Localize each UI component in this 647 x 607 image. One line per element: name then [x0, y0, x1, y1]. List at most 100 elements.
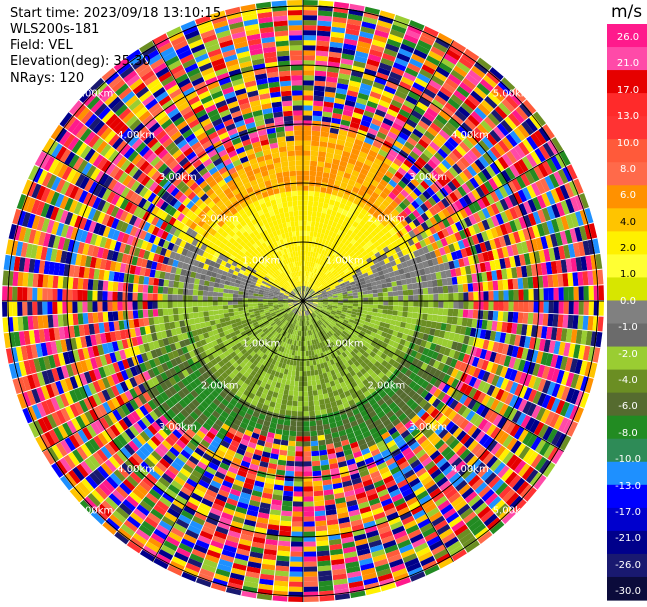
radar-gate: [231, 567, 246, 576]
radar-gate: [148, 277, 155, 286]
radar-gate: [227, 530, 241, 539]
radar-gate: [373, 301, 379, 305]
radar-gate: [344, 390, 351, 398]
radar-gate: [262, 388, 269, 395]
radar-gate: [250, 458, 261, 466]
radar-gate: [282, 342, 287, 348]
radar-gate: [489, 330, 497, 342]
radar-gate: [468, 365, 477, 376]
radar-gate: [202, 296, 208, 301]
radar-gate: [401, 447, 413, 457]
radar-gate: [320, 309, 326, 313]
radar-gate: [303, 406, 309, 412]
radar-gate: [400, 548, 416, 559]
radar-gate: [153, 504, 167, 516]
radar-gate: [263, 366, 269, 373]
radar-gate: [164, 511, 178, 523]
radar-gate: [548, 340, 556, 354]
radar-gate: [303, 496, 314, 502]
radar-gate: [562, 419, 574, 435]
radar-gate: [296, 320, 299, 326]
radar-gate: [298, 335, 302, 342]
radar-gate: [355, 543, 370, 552]
radar-gate: [272, 494, 283, 501]
radar-gate: [481, 319, 488, 330]
radar-gate: [309, 330, 313, 336]
radar-gate: [308, 308, 313, 314]
radar-gate: [350, 420, 359, 428]
radar-gate: [274, 433, 282, 440]
radar-gate: [278, 351, 284, 358]
radar-gate: [92, 279, 99, 291]
radar-gate: [218, 558, 233, 568]
radar-gate: [297, 330, 300, 336]
radar-gate: [283, 485, 294, 492]
radar-gate: [296, 335, 300, 341]
radar-gate: [218, 444, 228, 453]
radar-gate: [294, 380, 299, 387]
radar-gate: [427, 418, 438, 429]
radar-gate: [310, 319, 314, 325]
radar-gate: [514, 383, 524, 397]
radar-gate: [222, 305, 229, 310]
radar-gate: [168, 280, 175, 288]
radar-gate: [217, 301, 223, 306]
radar-gate: [82, 290, 88, 301]
radar-gate: [371, 328, 378, 334]
radar-gate: [488, 475, 501, 489]
radar-gate: [387, 309, 393, 315]
radar-gate: [498, 301, 504, 311]
radar-gate: [418, 453, 430, 463]
radar-gate: [293, 308, 298, 314]
radar-gate: [459, 362, 467, 372]
radar-gate: [324, 321, 330, 326]
radar-gate: [352, 323, 358, 329]
radar-gate: [543, 301, 549, 314]
radar-gate: [578, 344, 586, 360]
radar-gate: [448, 349, 456, 359]
radar-gate: [327, 317, 333, 322]
radar-gate: [345, 453, 355, 461]
radar-gate: [360, 562, 375, 571]
radar-gate: [195, 483, 208, 494]
radar-gate: [494, 331, 502, 343]
radar-gate: [295, 320, 298, 326]
radar-gate: [251, 541, 265, 549]
radar-gate: [333, 441, 342, 449]
radar-gate: [433, 548, 449, 560]
radar-gate: [398, 327, 405, 334]
radar-gate: [334, 338, 340, 344]
radar-gate: [439, 404, 450, 415]
radar-gate: [354, 412, 363, 420]
radar-gate: [449, 399, 459, 410]
radar-gate: [321, 307, 327, 310]
radar-gate: [368, 335, 375, 341]
radar-gate: [423, 442, 434, 453]
radar-gate: [474, 502, 488, 515]
radar-gate: [309, 410, 316, 417]
radar-gate: [270, 380, 277, 387]
radar-gate: [132, 283, 139, 293]
radar-gate: [429, 487, 442, 499]
radar-gate: [453, 402, 463, 413]
radar-gate: [215, 493, 228, 503]
radar-gate: [512, 499, 527, 514]
radar-gate: [304, 305, 306, 311]
radar-gate: [399, 543, 414, 554]
radar-gate: [311, 312, 316, 318]
radar-gate: [429, 376, 438, 386]
radar-gate: [436, 337, 444, 346]
radar-gate: [335, 451, 345, 458]
radar-gate: [303, 346, 306, 352]
radar-gate: [437, 371, 446, 381]
radar-gate: [486, 517, 502, 531]
radar-gate: [422, 313, 428, 321]
radar-gate: [440, 323, 447, 331]
radar-gate: [235, 553, 249, 562]
radar-gate: [523, 301, 529, 313]
radar-gate: [411, 481, 424, 492]
radar-gate: [267, 390, 274, 397]
radar-gate: [260, 381, 267, 389]
radar-gate: [373, 354, 381, 361]
radar-gate: [250, 415, 259, 423]
